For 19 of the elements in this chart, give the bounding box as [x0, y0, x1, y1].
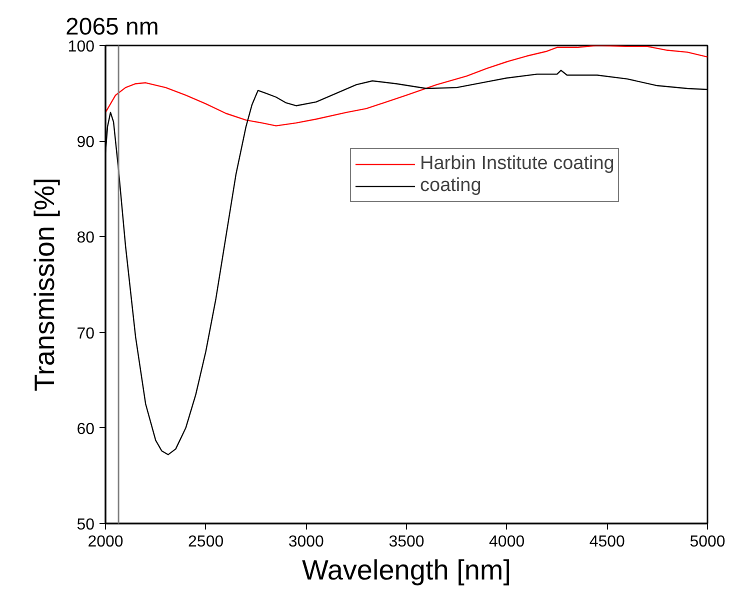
legend-label: coating: [420, 175, 482, 197]
y-tick-label: 70: [76, 325, 95, 342]
x-tick-label: 3500: [388, 534, 424, 550]
x-tick-label: 2500: [188, 534, 224, 550]
legend-label: Harbin Institute coating: [420, 153, 614, 175]
x-axis-title: Wavelength [nm]: [302, 554, 512, 586]
y-tick-label: 80: [76, 230, 95, 247]
x-tick-label: 2000: [88, 534, 124, 550]
line-series: [106, 46, 708, 126]
x-tick-label: 4000: [489, 534, 525, 550]
x-tick-label: 5000: [690, 534, 726, 550]
y-axis-title: Transmission [%]: [28, 178, 60, 392]
y-tick-label: 100: [68, 38, 95, 56]
ref-line-label: 2065 nm: [66, 14, 159, 40]
y-tick-label: 60: [76, 420, 95, 438]
x-tick-label: 3000: [288, 534, 324, 550]
y-tick-label: 90: [76, 134, 95, 152]
y-tick-label: 50: [76, 516, 95, 534]
x-tick-label: 4500: [589, 534, 626, 550]
